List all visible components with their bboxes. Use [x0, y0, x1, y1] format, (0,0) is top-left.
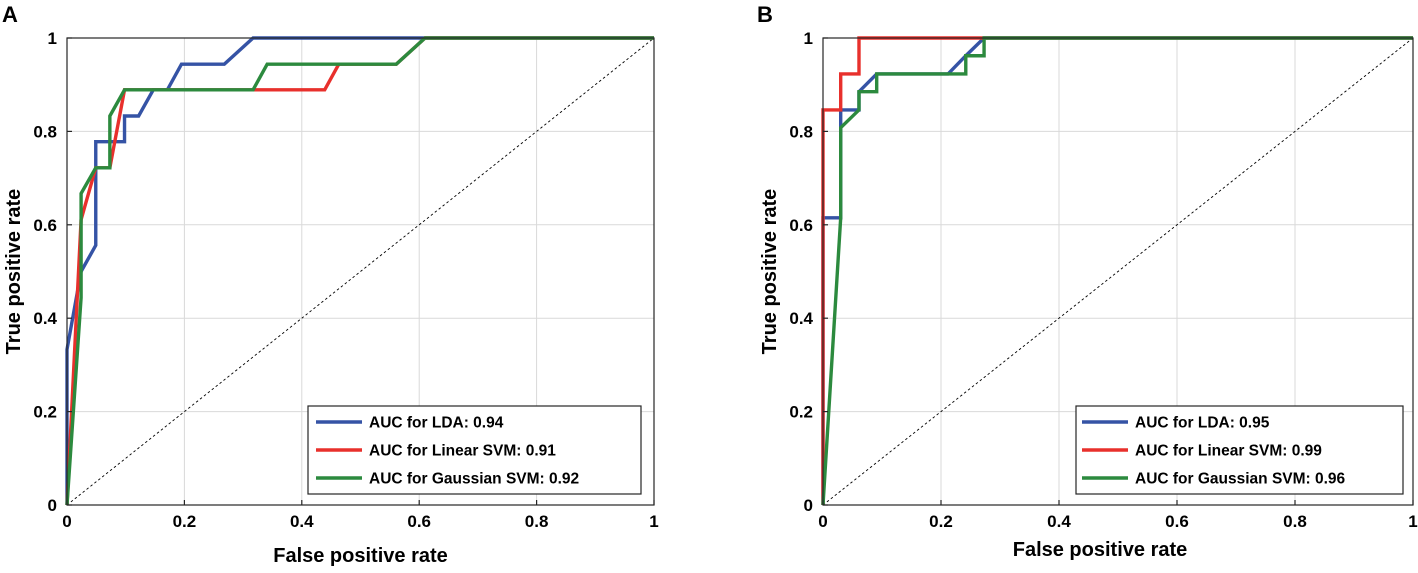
- ticks: 0 0.2 0.4 0.6 0.8 1 0 0.2 0.4 0.6 0.8 1: [789, 29, 1417, 531]
- ticks: 0 0.2 0.4 0.6 0.8 1 0 0.2 0.4 0.6 0.8 1: [33, 29, 658, 531]
- y-tick-label: 0.2: [33, 403, 57, 422]
- roc-line-gaussian-svm: [65, 36, 654, 506]
- x-tick-label: 0: [818, 512, 827, 531]
- x-tick-label: 1: [649, 512, 658, 531]
- legend: AUC for LDA: 0.95 AUC for Linear SVM: 0.…: [1075, 405, 1404, 495]
- chance-diagonal-line: [822, 37, 1414, 506]
- panel-b: B 0 0.2 0.4 0.6 0.8 1 0 0.2 0.4 0.6 0.8 1 False pos…: [757, 2, 1418, 561]
- y-tick-label: 0.8: [789, 122, 813, 141]
- y-tick-label: 0.4: [33, 309, 57, 328]
- y-tick-label: 0: [48, 496, 57, 515]
- y-tick-label: 0.2: [789, 403, 813, 422]
- roc-line-gaussian-svm: [821, 36, 1413, 506]
- x-tick-label: 0.2: [929, 512, 953, 531]
- y-axis-label: True positive rate: [759, 189, 781, 355]
- x-tick-label: 0.4: [1047, 512, 1071, 531]
- chance-diagonal-line: [66, 37, 655, 506]
- roc-curves: [65, 36, 654, 506]
- axes-frame: [66, 37, 655, 506]
- y-tick-label: 0.6: [789, 216, 813, 235]
- panel-a: A 0 0.2 0.4 0.6 0.8 1 0 0.2 0.4 0.6 0.8 1 False pos…: [2, 2, 659, 567]
- x-axis-label: False positive rate: [1013, 539, 1188, 561]
- x-axis-label: False positive rate: [273, 545, 448, 567]
- axes-frame: [822, 37, 1414, 506]
- y-tick-label: 0.6: [33, 216, 57, 235]
- legend: AUC for LDA: 0.94 AUC for Linear SVM: 0.…: [307, 405, 642, 495]
- y-tick-label: 1: [48, 29, 57, 48]
- legend-entry-gaussian-svm: AUC for Gaussian SVM: 0.96: [1135, 471, 1346, 488]
- x-tick-label: 0.8: [525, 512, 549, 531]
- y-axis-label: True positive rate: [3, 189, 25, 355]
- x-tick-label: 0: [62, 512, 71, 531]
- legend-entry-linear-svm: AUC for Linear SVM: 0.99: [1135, 443, 1322, 460]
- panel-label: A: [2, 2, 18, 27]
- legend-entry-gaussian-svm: AUC for Gaussian SVM: 0.92: [369, 471, 579, 488]
- roc-line-lda: [65, 36, 654, 505]
- panel-label: B: [757, 2, 773, 27]
- legend-entry-lda: AUC for LDA: 0.95: [1135, 415, 1270, 432]
- legend-box: [307, 405, 642, 495]
- y-tick-label: 1: [804, 29, 813, 48]
- legend-entry-linear-svm: AUC for Linear SVM: 0.91: [369, 443, 556, 460]
- x-tick-label: 0.6: [1165, 512, 1189, 531]
- legend-box: [1075, 405, 1404, 495]
- legend-entry-lda: AUC for LDA: 0.94: [369, 415, 504, 432]
- y-tick-label: 0.4: [789, 309, 813, 328]
- y-tick-label: 0.8: [33, 122, 57, 141]
- x-tick-label: 1: [1408, 512, 1417, 531]
- x-tick-label: 0.2: [173, 512, 197, 531]
- y-tick-label: 0: [804, 496, 813, 515]
- x-tick-label: 0.8: [1283, 512, 1307, 531]
- x-tick-label: 0.4: [290, 512, 314, 531]
- x-tick-label: 0.6: [407, 512, 431, 531]
